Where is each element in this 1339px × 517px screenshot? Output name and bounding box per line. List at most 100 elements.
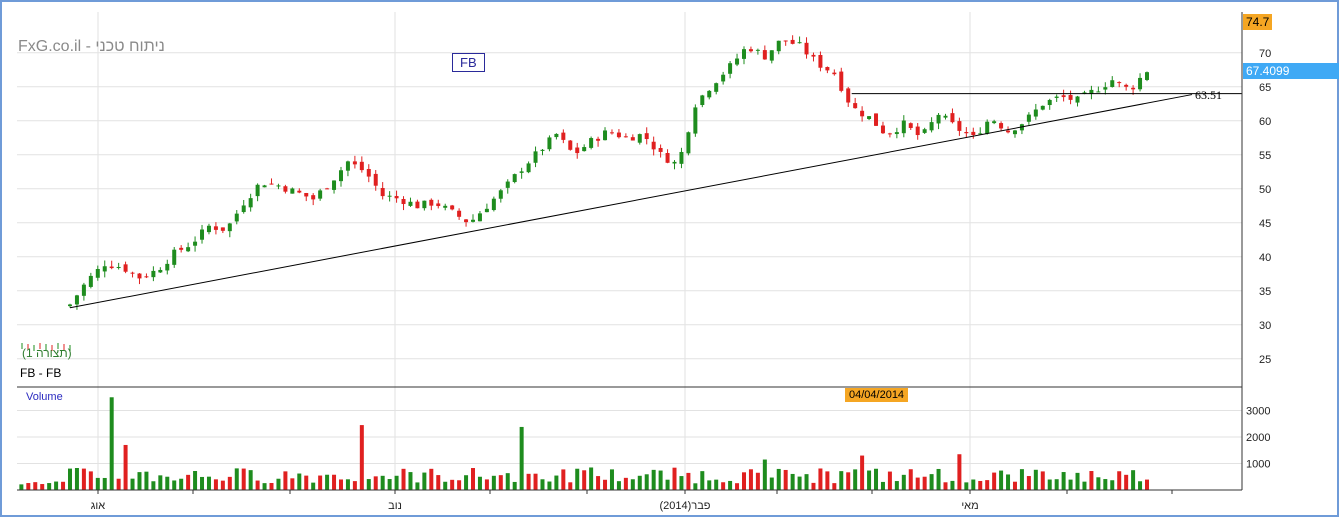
candle-body — [477, 213, 482, 222]
candle-body — [561, 132, 566, 140]
volume-bar — [380, 475, 385, 490]
volume-bar — [255, 480, 260, 490]
candle-body — [123, 264, 128, 272]
candle-body — [408, 201, 413, 206]
candle-body — [1103, 87, 1108, 90]
price-tick-label: 55 — [1259, 150, 1271, 162]
volume-bar — [47, 483, 52, 490]
candle-body — [88, 275, 93, 287]
volume-bar — [999, 470, 1004, 490]
price-tick-label: 35 — [1259, 286, 1271, 298]
volume-bar — [186, 474, 191, 490]
candle-body — [1089, 89, 1094, 94]
volume-bar — [325, 474, 330, 490]
volume-bar — [88, 471, 93, 490]
volume-bar — [512, 481, 517, 490]
volume-bar — [61, 481, 66, 490]
drawn-lines — [69, 93, 1242, 309]
candle-body — [797, 42, 802, 44]
candle-body — [1117, 82, 1122, 84]
volume-bar — [54, 481, 59, 490]
candle-body — [776, 40, 781, 52]
volume-bar — [484, 479, 489, 490]
candle-body — [519, 171, 524, 173]
volume-bar — [755, 472, 760, 490]
candle-body — [436, 203, 441, 207]
candle-body — [144, 276, 149, 278]
candle-body — [1012, 130, 1017, 135]
volume-bar — [415, 482, 420, 490]
candle-body — [832, 72, 837, 75]
volume-bar — [443, 481, 448, 490]
candle-body — [1068, 95, 1073, 100]
candle-body — [116, 266, 121, 268]
x-tick-label: נוב — [388, 500, 402, 512]
candle-body — [373, 173, 378, 186]
candle-body — [241, 205, 246, 213]
brand-title: FxG.co.il - ניתוח טכני — [18, 38, 165, 55]
candle-body — [922, 129, 927, 133]
candle-body — [206, 225, 211, 233]
volume-bar — [839, 471, 844, 490]
volume-bar — [741, 472, 746, 490]
candle-body — [248, 198, 253, 208]
candle-body — [762, 50, 767, 60]
candle-body — [637, 134, 642, 143]
volume-bar — [95, 477, 100, 490]
candle-body — [68, 304, 72, 307]
axes: 25 30 35 40 45 50 55 60 65 70 1000 2000 3000 אוג נוב פב… — [17, 12, 1271, 512]
volume-bar — [1103, 479, 1108, 490]
candle-body — [679, 151, 684, 164]
candle-body — [491, 198, 496, 211]
candle-body — [1054, 96, 1059, 98]
volume-bar — [1061, 472, 1066, 490]
candle-body — [721, 74, 726, 82]
volume-bars — [19, 397, 1149, 490]
candle-body — [283, 186, 288, 192]
candle-body — [811, 54, 816, 57]
volume-bar — [394, 475, 399, 490]
volume-bar — [985, 480, 990, 490]
candle-body — [130, 272, 135, 274]
candle-body — [359, 161, 364, 171]
candle-body — [950, 113, 955, 123]
candle-body — [964, 132, 969, 134]
volume-bar — [846, 472, 851, 490]
candle-body — [880, 125, 885, 134]
volume-bar — [748, 469, 753, 490]
volume-bar — [304, 475, 309, 490]
candle-body — [422, 200, 427, 209]
symbol-label[interactable]: FB — [452, 53, 485, 72]
volume-bar — [818, 468, 823, 490]
candle-body — [971, 131, 976, 136]
volume-bar — [68, 468, 72, 490]
volume-bar — [1026, 476, 1031, 490]
candle-body — [193, 241, 198, 246]
volume-bar — [109, 397, 114, 490]
volume-bar — [867, 470, 872, 490]
volume-bar — [686, 472, 691, 490]
volume-bar — [193, 470, 198, 490]
candle-body — [1138, 77, 1143, 90]
volume-bar — [1145, 479, 1149, 490]
candle-body — [338, 170, 343, 182]
x-tick-label: פבר(2014) — [660, 500, 711, 512]
candle-body — [533, 151, 538, 163]
axis-max-flag: 74.7 — [1243, 14, 1273, 30]
volume-bar — [887, 471, 892, 490]
candle-body — [860, 110, 865, 117]
volume-bar — [1131, 470, 1136, 490]
volume-bar — [776, 468, 781, 490]
cursor-date-flag: 04/04/2014 — [845, 388, 909, 402]
volume-bar — [165, 476, 170, 490]
candle-body — [151, 270, 156, 278]
volume-bar — [1006, 474, 1011, 490]
volume-bar — [853, 469, 858, 490]
candle-body — [311, 195, 316, 200]
volume-bar — [297, 473, 302, 490]
volume-bar — [637, 475, 642, 490]
volume-bar — [498, 475, 503, 490]
candle-body — [999, 123, 1004, 129]
volume-bar — [922, 476, 927, 490]
